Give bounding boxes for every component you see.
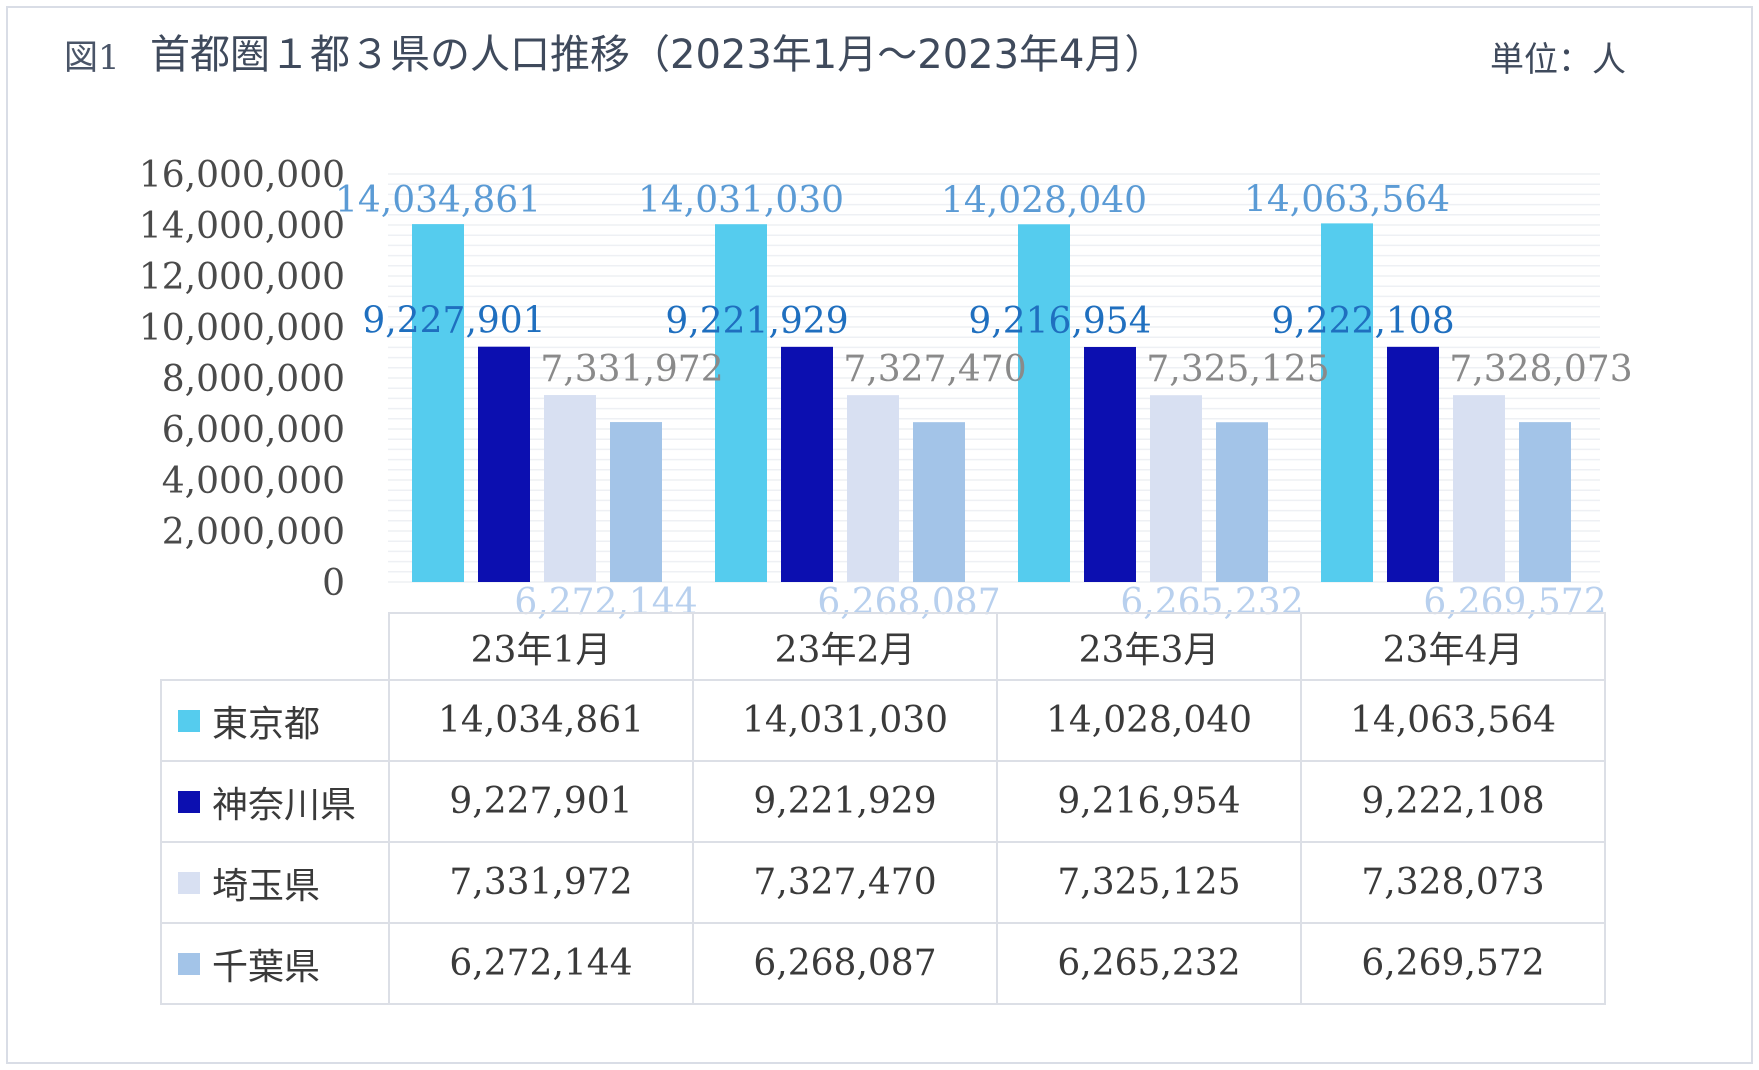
- data-label-2-3: 7,328,073: [1449, 349, 1632, 390]
- bar-1-2: [1084, 346, 1136, 582]
- bar-1-0: [478, 346, 530, 582]
- series-name: 埼玉県: [212, 865, 321, 907]
- bar-2-2: [1150, 395, 1202, 582]
- bar-0-1: [715, 224, 767, 582]
- table-cell: 6,268,087: [692, 922, 998, 1005]
- bars: [412, 223, 1571, 583]
- y-tick-label: 16,000,000: [139, 155, 345, 196]
- bar-3-0: [610, 422, 662, 582]
- data-label-1-0: 9,227,901: [362, 301, 545, 342]
- bar-3-3: [1519, 422, 1571, 582]
- table-cell: 14,031,030: [692, 679, 998, 762]
- y-axis-ticks: 16,000,000 14,000,000 12,000,000 10,000,000…: [139, 155, 345, 604]
- unit-label: 単位：人: [1490, 40, 1626, 80]
- table-cell: 14,063,564: [1300, 679, 1606, 762]
- data-label-2-1: 7,327,470: [843, 349, 1026, 390]
- legend-entry: 神奈川県: [160, 760, 390, 843]
- chart-title: 首都圏１都３県の人口推移（2023年1月～2023年4月）: [150, 32, 1165, 78]
- bar-1-1: [781, 346, 833, 582]
- legend-swatch: [178, 952, 200, 975]
- y-tick-label: 4,000,000: [162, 461, 345, 502]
- series-name: 東京都: [212, 703, 321, 745]
- data-label-2-2: 7,325,125: [1146, 349, 1329, 390]
- series-name: 千葉県: [212, 946, 321, 988]
- y-tick-label: 14,000,000: [139, 206, 345, 247]
- table-row: 埼玉県 7,331,972 7,327,470 7,325,125 7,328,073: [160, 841, 1606, 924]
- legend-swatch: [178, 871, 200, 894]
- y-tick-label: 8,000,000: [162, 359, 345, 400]
- data-label-1-1: 9,221,929: [665, 301, 848, 342]
- data-label-0-1: 14,031,030: [638, 180, 844, 221]
- bar-2-0: [544, 395, 596, 582]
- bar-0-2: [1018, 224, 1070, 582]
- table-cell: 6,269,572: [1300, 922, 1606, 1005]
- figure-label: 図1: [64, 38, 120, 78]
- table-cell: 9,221,929: [692, 760, 998, 843]
- table-cell: 7,327,470: [692, 841, 998, 924]
- legend-entry: 東京都: [160, 679, 390, 762]
- data-label-0-2: 14,028,040: [941, 180, 1147, 221]
- x-tick-label: 23年4月: [1300, 612, 1606, 681]
- data-label-1-3: 9,222,108: [1271, 301, 1454, 342]
- table-row: 千葉県 6,272,144 6,268,087 6,265,232 6,269,572: [160, 922, 1606, 1005]
- y-tick-label: 10,000,000: [139, 308, 345, 349]
- legend-swatch: [178, 709, 200, 732]
- x-tick-label: 23年3月: [996, 612, 1302, 681]
- table-cell: 14,028,040: [996, 679, 1302, 762]
- data-label-0-3: 14,063,564: [1244, 179, 1450, 220]
- legend-entry: 千葉県: [160, 922, 390, 1005]
- data-table: 23年1月 23年2月 23年3月 23年4月東京都 14,034,861 14,031,…: [160, 612, 1606, 1005]
- legend-entry: 埼玉県: [160, 841, 390, 924]
- y-tick-label: 2,000,000: [162, 512, 345, 553]
- table-corner: [161, 613, 390, 681]
- table-cell: 9,222,108: [1300, 760, 1606, 843]
- bar-2-3: [1453, 395, 1505, 582]
- series-name: 神奈川県: [212, 784, 357, 826]
- table-cell: 7,328,073: [1300, 841, 1606, 924]
- bar-2-1: [847, 395, 899, 582]
- x-tick-label: 23年1月: [388, 612, 694, 681]
- bar-1-3: [1387, 346, 1439, 582]
- table-cell: 7,325,125: [996, 841, 1302, 924]
- bar-3-1: [913, 422, 965, 582]
- table-cell: 6,265,232: [996, 922, 1302, 1005]
- table-row: 東京都 14,034,861 14,031,030 14,028,040 14,063,…: [160, 679, 1606, 762]
- table-row: 神奈川県 9,227,901 9,221,929 9,216,954 9,222,108: [160, 760, 1606, 843]
- table-cell: 9,216,954: [996, 760, 1302, 843]
- data-label-0-0: 14,034,861: [335, 180, 541, 221]
- data-label-2-0: 7,331,972: [540, 349, 723, 390]
- legend-swatch: [178, 790, 200, 813]
- data-label-1-2: 9,216,954: [968, 301, 1151, 342]
- y-tick-label: 0: [322, 563, 345, 604]
- table-cell: 6,272,144: [388, 922, 694, 1005]
- table-header-row: 23年1月 23年2月 23年3月 23年4月: [161, 612, 1606, 681]
- bar-0-0: [412, 224, 464, 583]
- table-cell: 7,331,972: [388, 841, 694, 924]
- table-cell: 14,034,861: [388, 679, 694, 762]
- table-cell: 9,227,901: [388, 760, 694, 843]
- y-tick-label: 6,000,000: [162, 410, 345, 451]
- x-tick-label: 23年2月: [692, 612, 998, 681]
- bar-0-3: [1321, 223, 1373, 582]
- bar-3-2: [1216, 422, 1268, 582]
- y-tick-label: 12,000,000: [139, 257, 345, 298]
